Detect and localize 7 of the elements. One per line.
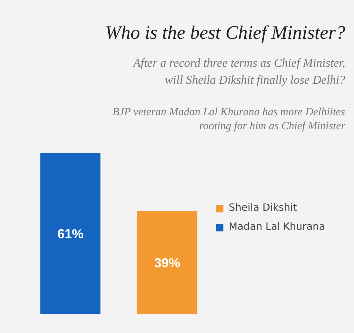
legend-label: Sheila Dikshit — [229, 203, 298, 214]
chart-subtitle: After a record three terms as Chief Minister, will Sheila Dikshit finally lose Delhi? — [132, 56, 346, 87]
chart-title: Who is the best Chief Minister? — [105, 23, 346, 44]
data-label: 39% — [154, 255, 181, 270]
legend-label: Madan Lal Khurana — [229, 222, 326, 233]
text: BJP veteran Madan Lal Khurana has more Delhiites rooting for him as Chief Minister — [112, 106, 346, 133]
data-label: 61% — [58, 226, 84, 242]
